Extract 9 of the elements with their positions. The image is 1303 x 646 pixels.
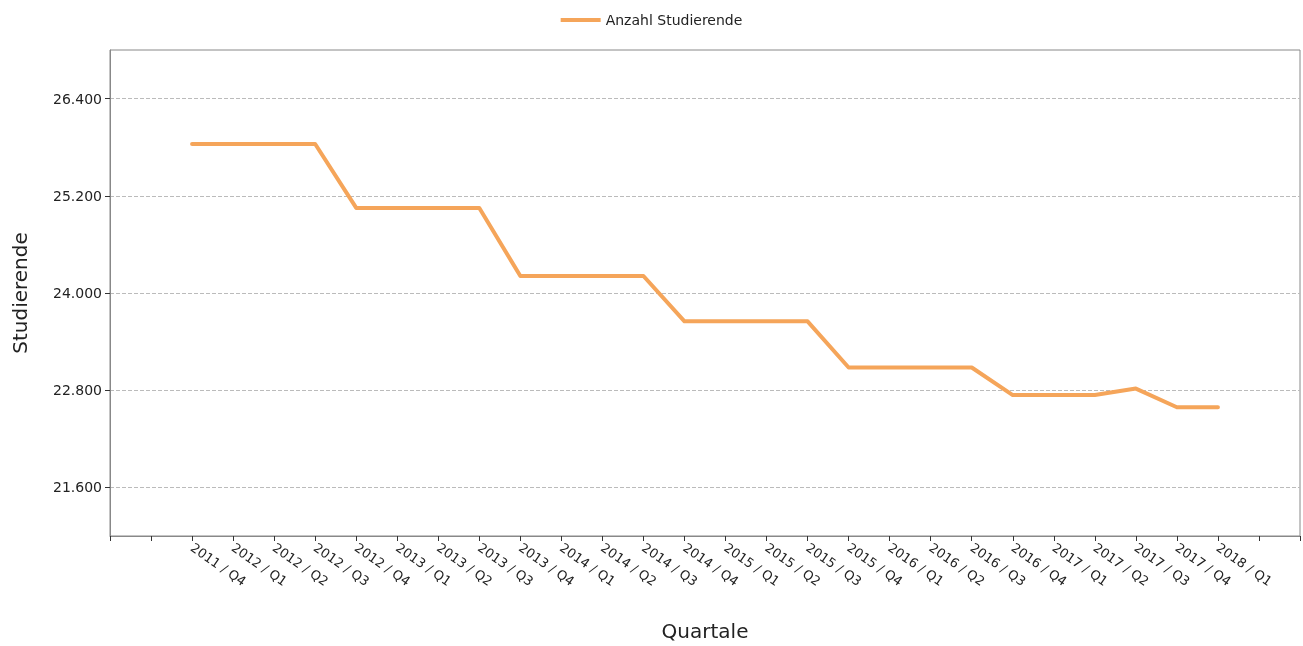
y-axis-title: Studierende xyxy=(8,232,32,354)
y-tick-label: 25.200 xyxy=(53,187,102,204)
y-tick-label: 21.600 xyxy=(53,479,102,496)
y-tick-label: 22.800 xyxy=(53,382,102,399)
y-tick-label: 24.000 xyxy=(53,285,102,301)
y-tick-label: 26.400 xyxy=(53,90,102,107)
x-axis-title: Quartale xyxy=(661,619,749,643)
legend-label: Anzahl Studierende xyxy=(605,12,743,28)
line-series xyxy=(190,141,1220,410)
